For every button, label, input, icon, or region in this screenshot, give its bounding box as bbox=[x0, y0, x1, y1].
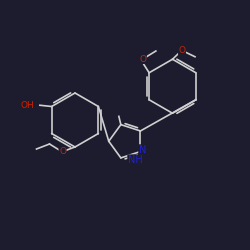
Text: O: O bbox=[59, 148, 66, 156]
Text: OH: OH bbox=[20, 101, 34, 110]
Text: O: O bbox=[178, 46, 186, 55]
Text: NH: NH bbox=[128, 155, 142, 165]
Text: O: O bbox=[139, 54, 146, 64]
Text: N: N bbox=[139, 145, 146, 155]
